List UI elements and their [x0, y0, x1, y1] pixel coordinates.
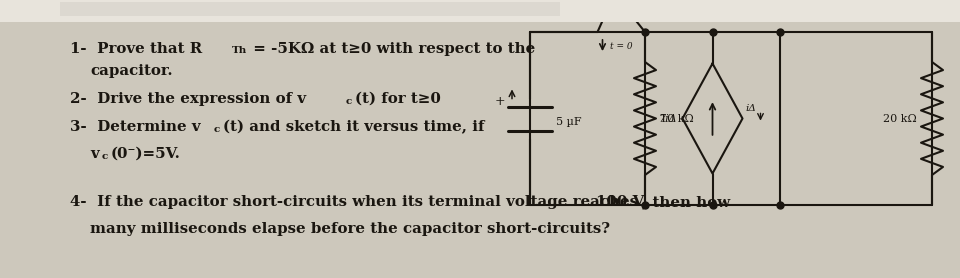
Text: 3-  Determine v: 3- Determine v	[70, 120, 201, 134]
Text: v: v	[90, 147, 99, 161]
Text: 7iΔ: 7iΔ	[659, 113, 678, 123]
Text: 2-  Drive the expression of v: 2- Drive the expression of v	[70, 92, 306, 106]
Bar	[60, 2, 560, 16]
Text: iΔ: iΔ	[746, 104, 756, 113]
Text: many milliseconds elapse before the capacitor short-circuits?: many milliseconds elapse before the capa…	[90, 222, 610, 236]
Text: t = 0: t = 0	[610, 41, 632, 51]
Bar	[0, 0, 960, 22]
Text: (t) and sketch it versus time, if: (t) and sketch it versus time, if	[223, 120, 485, 134]
Text: 100 V: 100 V	[596, 195, 644, 209]
Text: (t) for t≥0: (t) for t≥0	[355, 92, 441, 106]
Text: 1-  Prove that R: 1- Prove that R	[70, 42, 203, 56]
Text: 10 kΩ: 10 kΩ	[660, 113, 694, 123]
Text: 4-  If the capacitor short-circuits when its terminal voltage reaches: 4- If the capacitor short-circuits when …	[70, 195, 643, 209]
Text: 20 kΩ: 20 kΩ	[883, 113, 917, 123]
Text: (0⁻)=5V.: (0⁻)=5V.	[111, 147, 180, 161]
Text: c: c	[346, 97, 352, 106]
Text: c: c	[214, 125, 220, 134]
Text: c: c	[102, 152, 108, 161]
Text: +: +	[494, 95, 505, 108]
Text: , then how: , then how	[642, 195, 731, 209]
Text: = -5KΩ at t≥0 with respect to the: = -5KΩ at t≥0 with respect to the	[248, 42, 536, 56]
Text: Th: Th	[232, 46, 248, 55]
Text: capacitor.: capacitor.	[90, 64, 173, 78]
Text: 5 µF: 5 µF	[556, 116, 582, 126]
